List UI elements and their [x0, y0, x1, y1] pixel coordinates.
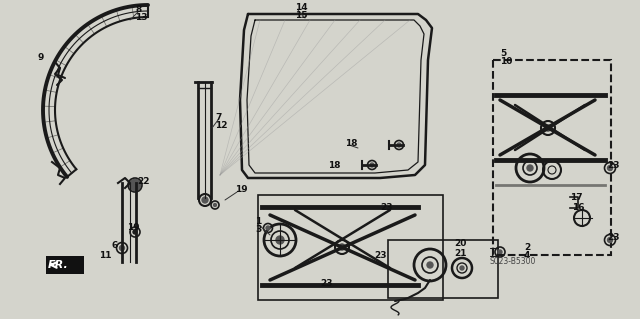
FancyBboxPatch shape	[46, 256, 84, 274]
Circle shape	[120, 246, 125, 250]
Text: 13: 13	[135, 12, 147, 21]
Text: 8: 8	[135, 5, 141, 14]
Circle shape	[266, 226, 270, 230]
Text: 21: 21	[454, 249, 467, 257]
Text: FR.: FR.	[47, 260, 68, 270]
Circle shape	[370, 163, 374, 167]
Circle shape	[498, 250, 502, 254]
Circle shape	[527, 165, 533, 171]
Text: 15: 15	[295, 11, 307, 19]
Text: 4: 4	[524, 250, 531, 259]
Text: 23: 23	[380, 204, 392, 212]
Text: 23: 23	[607, 161, 620, 170]
Bar	[388, 240, 498, 298]
Circle shape	[545, 125, 551, 131]
Text: 16: 16	[572, 203, 584, 211]
Text: 2: 2	[524, 242, 531, 251]
Circle shape	[397, 143, 401, 147]
Circle shape	[339, 244, 345, 250]
Circle shape	[214, 204, 216, 206]
Circle shape	[133, 230, 137, 234]
Text: 18: 18	[328, 160, 340, 169]
Text: 23: 23	[374, 251, 387, 261]
Circle shape	[607, 166, 612, 170]
Text: 1: 1	[255, 218, 261, 226]
Text: 7: 7	[215, 114, 221, 122]
Text: 22: 22	[137, 176, 150, 186]
Text: 19: 19	[235, 186, 248, 195]
Circle shape	[427, 262, 433, 268]
Text: 9: 9	[38, 53, 44, 62]
Text: 18: 18	[345, 138, 358, 147]
Circle shape	[202, 197, 208, 203]
Circle shape	[460, 266, 464, 270]
Text: 10: 10	[500, 56, 513, 65]
Text: 23: 23	[607, 234, 620, 242]
Bar	[493, 60, 611, 255]
Text: 5: 5	[500, 49, 506, 58]
Circle shape	[276, 236, 284, 244]
Text: 17: 17	[570, 192, 582, 202]
Text: 12: 12	[215, 121, 227, 130]
Text: 11: 11	[99, 250, 111, 259]
Text: 19: 19	[127, 224, 140, 233]
Circle shape	[129, 180, 141, 190]
Bar	[258, 195, 443, 300]
Text: S023-B5300: S023-B5300	[490, 257, 536, 266]
Text: 20: 20	[454, 240, 467, 249]
Text: 14: 14	[295, 4, 308, 12]
Circle shape	[607, 238, 612, 242]
Text: 23: 23	[320, 278, 333, 287]
Text: 6: 6	[112, 241, 118, 250]
Text: 3: 3	[255, 226, 261, 234]
